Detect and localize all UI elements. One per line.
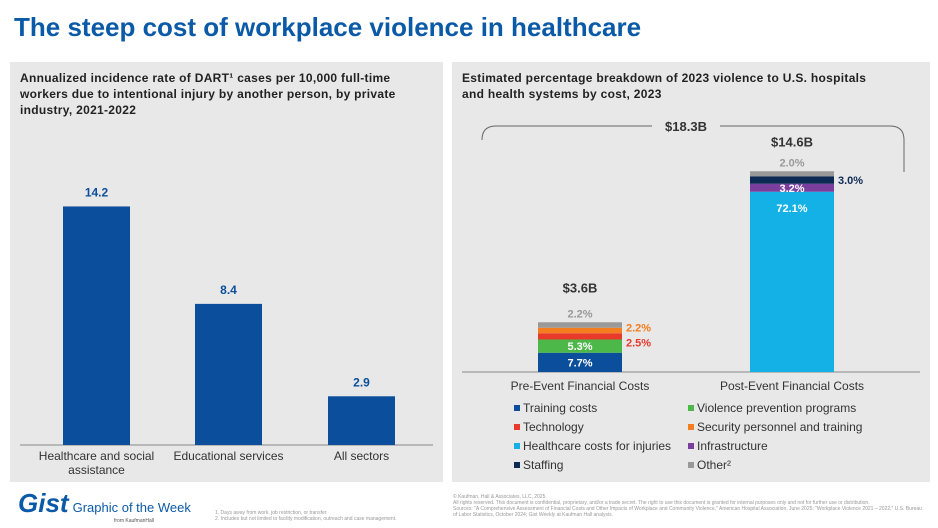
left-chart: 14.2 Healthcare and social assistance 8.4 Ed… bbox=[20, 185, 433, 477]
rights: All rights reserved. This document is co… bbox=[453, 500, 870, 506]
total-label: $18.3B bbox=[665, 119, 707, 134]
category-label: All sectors bbox=[334, 449, 389, 463]
copyright-sources: © Kaufman, Hall & Associates, LLC, 2025.… bbox=[453, 494, 923, 518]
bar-segment bbox=[538, 352, 622, 372]
segment-label: 2.0% bbox=[779, 157, 804, 169]
bar-segment bbox=[538, 333, 622, 340]
legend-item: Training costs bbox=[523, 401, 597, 415]
segment-label: 2.2% bbox=[626, 323, 651, 335]
bar-segment bbox=[750, 183, 834, 192]
category-label: Healthcare and social assistance bbox=[39, 449, 154, 477]
segment-label: 7.7% bbox=[567, 357, 592, 369]
legend-swatch bbox=[514, 424, 520, 430]
legend-item: Healthcare costs for injuries bbox=[523, 439, 671, 453]
right-chart-title: Estimated percentage breakdown of 2023 v… bbox=[462, 71, 867, 101]
page-title: The steep cost of workplace violence in … bbox=[14, 12, 642, 42]
category-label: Educational services bbox=[173, 449, 283, 463]
gist-logo: Gist Graphic of the Week from KaufmanHall bbox=[18, 488, 191, 524]
segment-label: 2.5% bbox=[626, 337, 651, 349]
category-label: Pre-Event Financial Costs bbox=[511, 379, 650, 393]
copyright: © Kaufman, Hall & Associates, LLC, 2025. bbox=[453, 494, 547, 500]
bar-total-label: $3.6B bbox=[563, 280, 598, 295]
footnote: 1. Days away from work, job restriction,… bbox=[215, 510, 328, 516]
segment-label: 5.3% bbox=[567, 341, 592, 353]
legend-item: Infrastructure bbox=[697, 439, 768, 453]
legend-item: Technology bbox=[523, 420, 584, 434]
data-label: 14.2 bbox=[85, 185, 109, 199]
bar-segment bbox=[538, 322, 622, 328]
bar bbox=[63, 206, 130, 445]
legend-swatch bbox=[514, 443, 520, 449]
legend-swatch bbox=[688, 443, 694, 449]
segment-label: 72.1% bbox=[776, 203, 807, 215]
bar bbox=[328, 396, 395, 445]
right-chart: $18.3B 7.7% 5.3% 2.5% 2.2% 2.2% $3.6B Pre-Event… bbox=[462, 119, 920, 472]
bar-segment bbox=[538, 339, 622, 353]
right-chart-panel: Estimated percentage breakdown of 2023 v… bbox=[452, 62, 930, 482]
legend-swatch bbox=[688, 424, 694, 430]
logo-subtitle: Graphic of the Week bbox=[72, 500, 191, 515]
legend-swatch bbox=[688, 462, 694, 468]
bar-segment bbox=[538, 327, 622, 334]
data-label: 2.9 bbox=[353, 375, 370, 389]
legend-item: Other² bbox=[697, 458, 731, 472]
left-chart-panel: Annualized incidence rate of DART¹ cases… bbox=[10, 62, 443, 482]
left-chart-title: Annualized incidence rate of DART¹ cases… bbox=[20, 71, 396, 117]
logo-from: from KaufmanHall bbox=[114, 518, 155, 524]
legend-item: Violence prevention programs bbox=[697, 401, 856, 415]
bar bbox=[195, 303, 262, 445]
segment-label: 2.2% bbox=[567, 308, 592, 320]
segment-label: 3.2% bbox=[779, 183, 804, 195]
legend-swatch bbox=[514, 462, 520, 468]
legend-item: Security personnel and training bbox=[697, 420, 862, 434]
legend-swatch bbox=[514, 405, 520, 411]
segment-label: 3.0% bbox=[838, 175, 863, 187]
bar-segment bbox=[750, 176, 834, 184]
bar-total-label: $14.6B bbox=[771, 134, 813, 149]
footnotes: 1. Days away from work, job restriction,… bbox=[215, 510, 397, 522]
legend-item: Staffing bbox=[523, 458, 563, 472]
logo-text: Gist bbox=[18, 488, 69, 518]
sources: Sources: "A Comprehensive Assessment of … bbox=[453, 506, 922, 518]
data-label: 8.4 bbox=[220, 283, 237, 297]
footnote: 2. Includes but not limited to facility … bbox=[215, 516, 397, 522]
bar-segment bbox=[750, 191, 834, 372]
legend-swatch bbox=[688, 405, 694, 411]
bar-segment bbox=[750, 171, 834, 177]
category-label: Post-Event Financial Costs bbox=[720, 379, 864, 393]
total-bracket bbox=[481, 125, 905, 172]
